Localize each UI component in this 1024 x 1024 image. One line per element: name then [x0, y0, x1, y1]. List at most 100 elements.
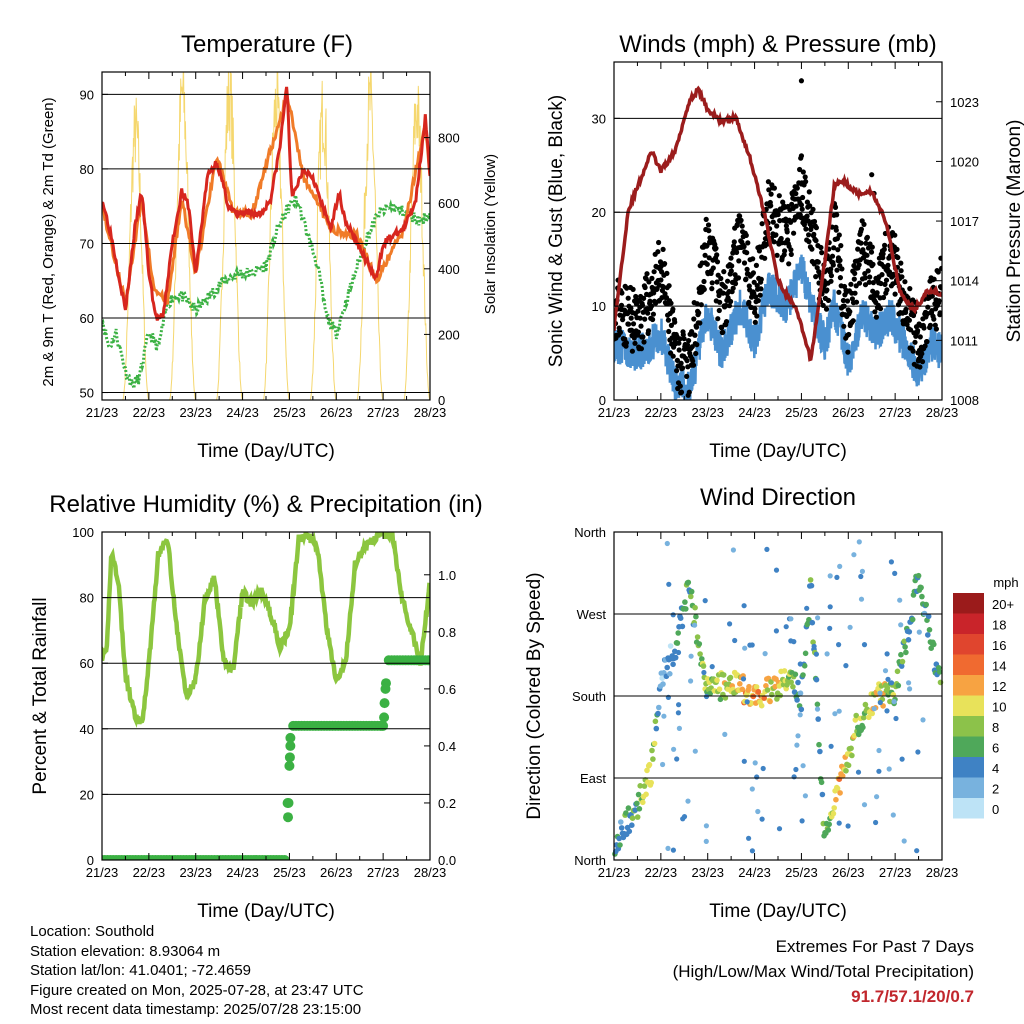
- gust-point: [813, 238, 819, 244]
- y2-tick-label: 800: [438, 131, 460, 146]
- gust-point: [915, 328, 921, 334]
- direction-point: [701, 669, 707, 676]
- x-tick-label: 25/23: [785, 405, 818, 420]
- gust-point: [710, 265, 716, 271]
- direction-point: [720, 672, 727, 678]
- direction-point: [692, 604, 698, 611]
- gust-point: [739, 223, 745, 229]
- y2-tick-label: 600: [438, 196, 460, 211]
- direction-point: [899, 658, 906, 665]
- gust-point: [841, 323, 847, 329]
- gust-point: [881, 246, 887, 252]
- direction-point: [693, 613, 699, 620]
- direction-point: [807, 577, 814, 583]
- direction-point: [810, 639, 816, 645]
- gust-point: [869, 172, 875, 178]
- direction-point: [890, 812, 896, 818]
- gust-point: [925, 304, 931, 310]
- x-tick-label: 28/23: [414, 405, 447, 420]
- y-tick-label: 60: [80, 311, 94, 326]
- gust-point: [717, 299, 723, 305]
- gust-point: [714, 259, 721, 265]
- precip-point: [379, 698, 390, 709]
- direction-point: [629, 822, 635, 828]
- gust-point: [870, 280, 877, 286]
- gust-point: [783, 223, 790, 229]
- gust-point: [752, 306, 758, 312]
- gust-point: [644, 271, 650, 277]
- direction-point: [748, 700, 755, 706]
- colorbar-label: 18: [992, 618, 1006, 633]
- direction-point: [818, 779, 825, 786]
- colorbar-label: 10: [992, 700, 1006, 715]
- y-tick-label: South: [572, 689, 606, 704]
- gust-point: [818, 244, 824, 251]
- gust-point: [919, 359, 926, 365]
- direction-point: [672, 654, 679, 661]
- direction-point: [882, 668, 889, 674]
- y-tick-label: 0: [87, 853, 94, 868]
- direction-point: [773, 567, 780, 573]
- direction-point: [675, 649, 682, 656]
- gust-point: [885, 262, 891, 268]
- gust-point: [862, 275, 868, 281]
- y-tick-label: 30: [592, 111, 606, 126]
- direction-point: [884, 708, 890, 714]
- gust-point: [806, 232, 812, 238]
- colorbar-swatch: [953, 798, 984, 819]
- colorbar-label: 2: [992, 782, 999, 797]
- gust-point: [921, 325, 927, 331]
- gust-point: [840, 297, 847, 304]
- gust-point: [836, 232, 842, 238]
- gust-point: [894, 246, 900, 252]
- precip-point: [285, 732, 296, 743]
- direction-point: [860, 724, 866, 731]
- direction-point: [839, 773, 846, 779]
- direction-point: [650, 756, 656, 762]
- pressure-line: [614, 85, 942, 362]
- gust-point: [828, 266, 834, 272]
- x-axis-title: Time (Day/UTC): [197, 901, 335, 922]
- direction-point: [717, 696, 724, 703]
- gust-point: [856, 262, 862, 268]
- gust-point: [737, 213, 743, 219]
- gust-point: [798, 202, 805, 208]
- gust-point: [753, 294, 759, 300]
- x-tick-label: 21/23: [598, 865, 631, 880]
- gust-point: [741, 243, 747, 250]
- direction-point: [813, 651, 820, 657]
- direction-point: [833, 796, 839, 803]
- direction-point: [761, 695, 767, 701]
- direction-point: [925, 613, 932, 620]
- gust-point: [750, 270, 757, 276]
- gust-point: [936, 298, 942, 304]
- gust-point: [765, 179, 772, 185]
- x-tick-label: 27/23: [367, 865, 400, 880]
- x-tick-label: 24/23: [226, 865, 259, 880]
- direction-point: [784, 682, 790, 688]
- gust-point: [645, 310, 651, 316]
- direction-point: [774, 696, 780, 702]
- gust-point: [771, 185, 778, 191]
- gust-point: [789, 201, 795, 207]
- gust-point: [662, 261, 668, 267]
- gust-point: [630, 286, 636, 292]
- direction-point: [746, 835, 752, 841]
- direction-point: [741, 603, 747, 609]
- gust-point: [705, 222, 712, 228]
- gust-point: [824, 287, 830, 293]
- gust-point: [803, 226, 809, 232]
- precip-point: [284, 760, 295, 771]
- direction-point: [759, 816, 765, 822]
- plot-area: [614, 78, 942, 400]
- y2-tick-label: 0.8: [438, 625, 456, 640]
- gust-point: [850, 318, 856, 324]
- y2-tick-label: 200: [438, 327, 460, 342]
- direction-point: [618, 819, 624, 825]
- extremes-subtitle: (High/Low/Max Wind/Total Precipitation): [672, 962, 974, 981]
- gust-point: [677, 383, 683, 389]
- gust-point: [884, 287, 890, 293]
- gust-point: [694, 301, 700, 307]
- gust-point: [626, 321, 632, 327]
- direction-point: [637, 783, 643, 789]
